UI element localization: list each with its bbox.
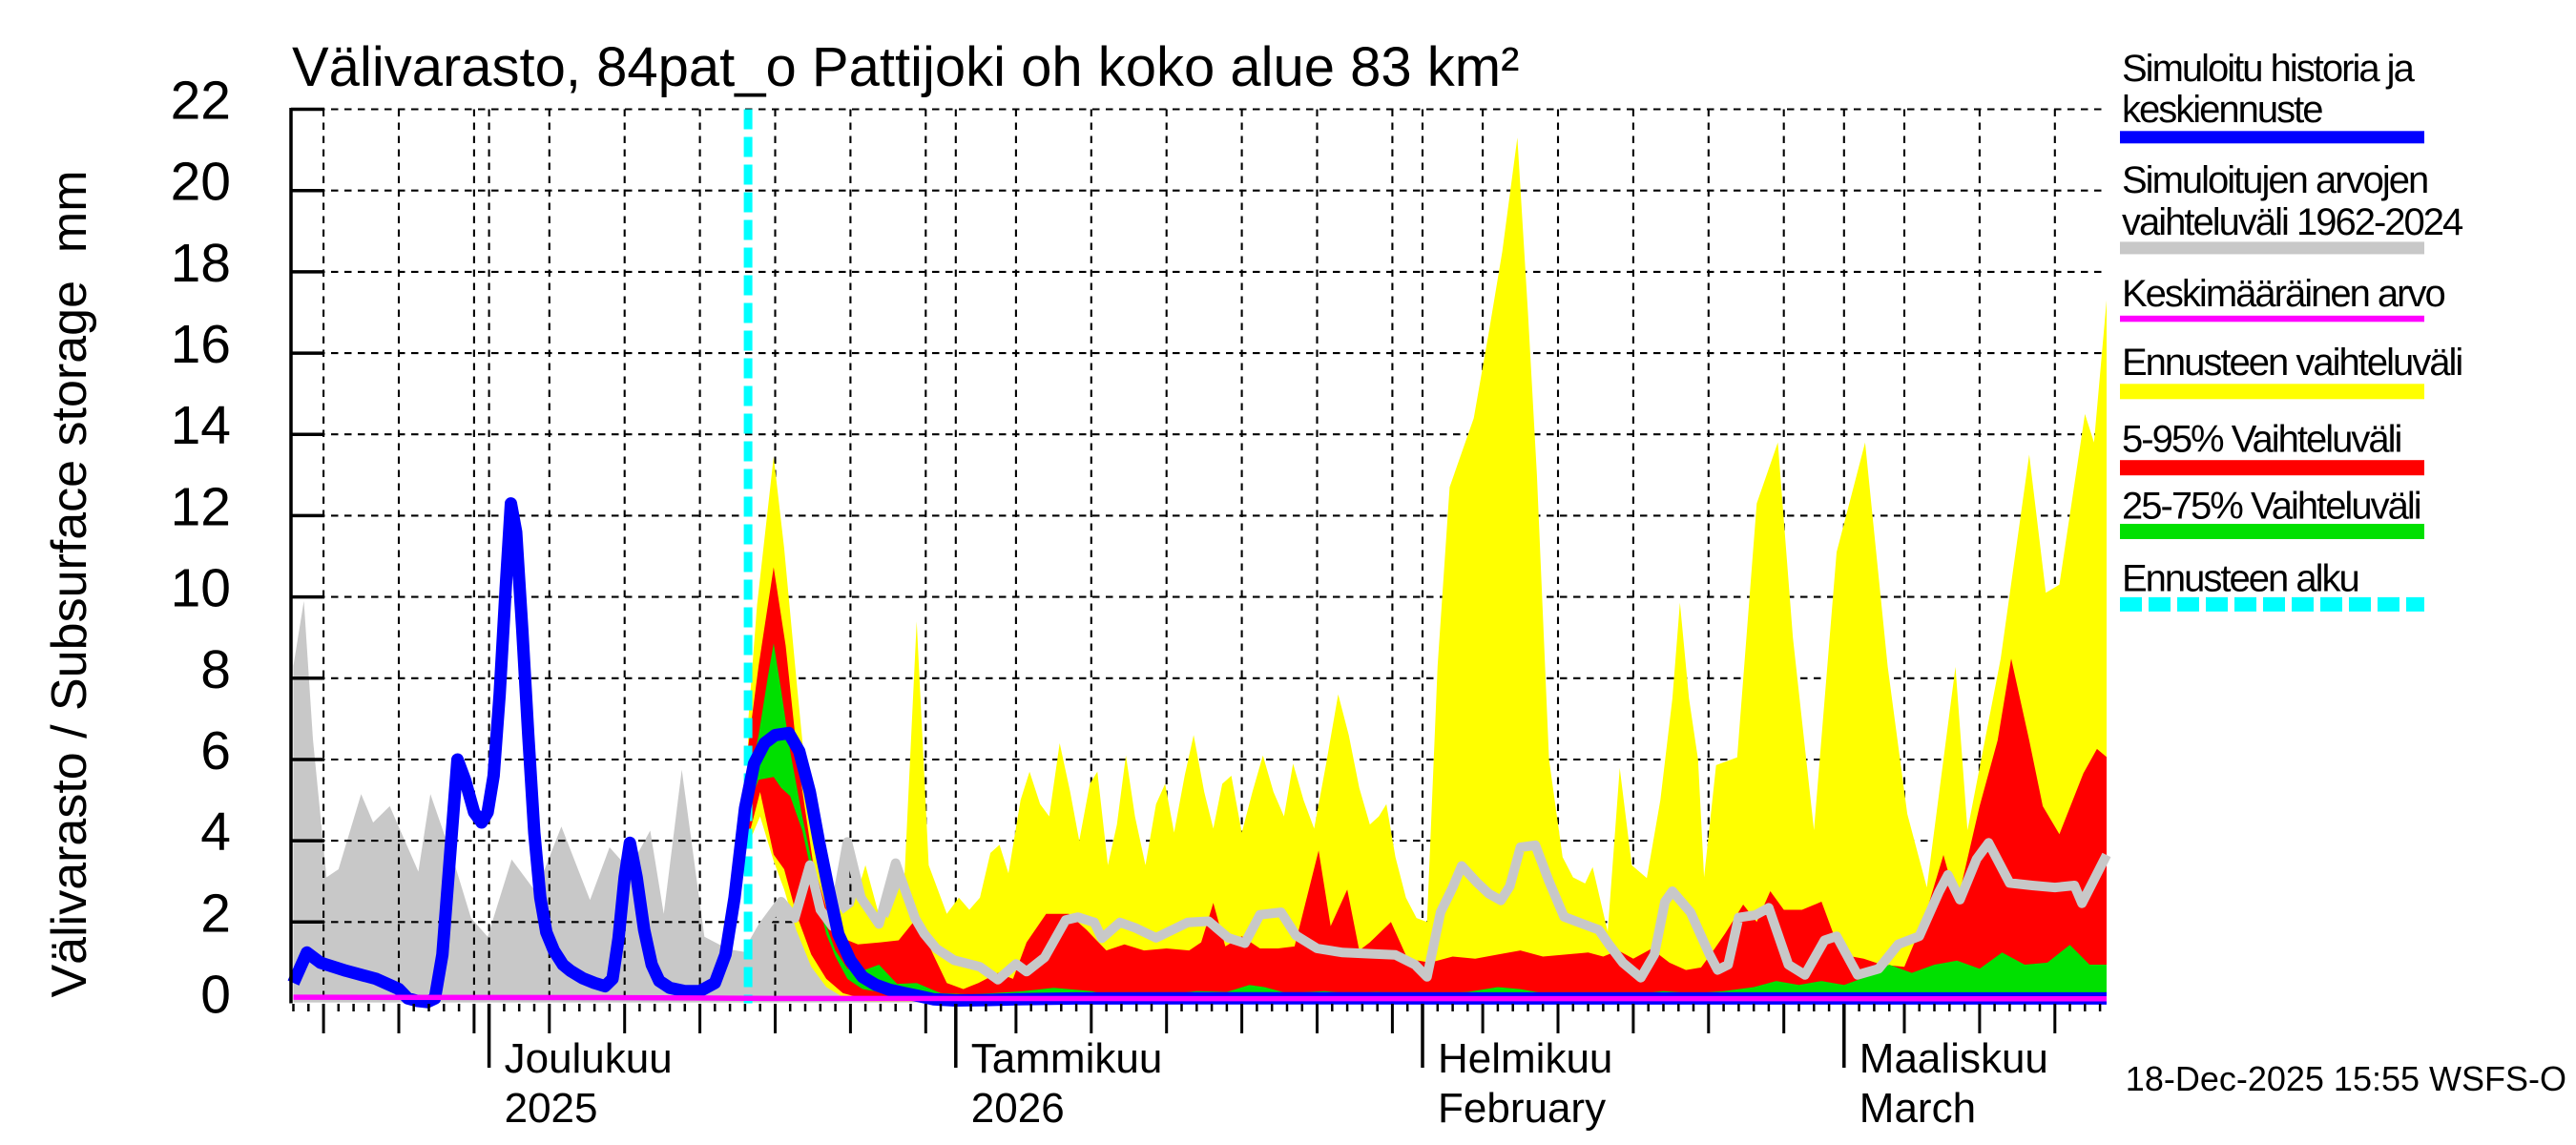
svg-text:2: 2 xyxy=(200,883,231,944)
svg-text:18-Dec-2025 15:55 WSFS-O: 18-Dec-2025 15:55 WSFS-O xyxy=(2126,1059,2566,1098)
svg-text:Simuloitujen arvojen: Simuloitujen arvojen xyxy=(2122,159,2427,201)
svg-text:25-75% Vaihteluväli: 25-75% Vaihteluväli xyxy=(2122,485,2420,527)
svg-text:vaihteluväli 1962-2024: vaihteluväli 1962-2024 xyxy=(2122,201,2463,243)
svg-text:Maaliskuu: Maaliskuu xyxy=(1859,1035,2048,1082)
svg-text:Helmikuu: Helmikuu xyxy=(1438,1035,1612,1082)
svg-text:8: 8 xyxy=(200,639,231,700)
svg-text:0: 0 xyxy=(200,965,231,1026)
svg-text:16: 16 xyxy=(171,314,231,375)
svg-text:Välivarasto, 84pat_o Pattijoki: Välivarasto, 84pat_o Pattijoki oh koko a… xyxy=(292,36,1519,98)
svg-text:22: 22 xyxy=(171,71,231,132)
svg-text:6: 6 xyxy=(200,720,231,781)
svg-text:12: 12 xyxy=(171,476,231,537)
svg-text:keskiennuste: keskiennuste xyxy=(2122,89,2322,131)
svg-text:20: 20 xyxy=(171,152,231,213)
svg-text:14: 14 xyxy=(171,395,231,456)
svg-text:Välivarasto / Subsurface stora: Välivarasto / Subsurface storage mm xyxy=(42,170,97,997)
svg-text:Ennusteen vaihteluväli: Ennusteen vaihteluväli xyxy=(2122,342,2462,384)
svg-text:2026: 2026 xyxy=(971,1085,1065,1132)
svg-text:18: 18 xyxy=(171,233,231,294)
svg-text:4: 4 xyxy=(200,802,231,863)
svg-text:Ennusteen alku: Ennusteen alku xyxy=(2122,558,2358,600)
svg-text:Tammikuu: Tammikuu xyxy=(971,1035,1163,1082)
svg-text:5-95% Vaihteluväli: 5-95% Vaihteluväli xyxy=(2122,419,2400,461)
svg-text:February: February xyxy=(1438,1085,1606,1132)
svg-text:2025: 2025 xyxy=(505,1085,598,1132)
svg-text:Simuloitu historia ja: Simuloitu historia ja xyxy=(2122,48,2416,90)
svg-text:March: March xyxy=(1859,1085,1976,1132)
svg-text:Keskimääräinen arvo: Keskimääräinen arvo xyxy=(2122,273,2444,315)
svg-text:Joulukuu: Joulukuu xyxy=(505,1035,673,1082)
svg-text:10: 10 xyxy=(171,558,231,619)
